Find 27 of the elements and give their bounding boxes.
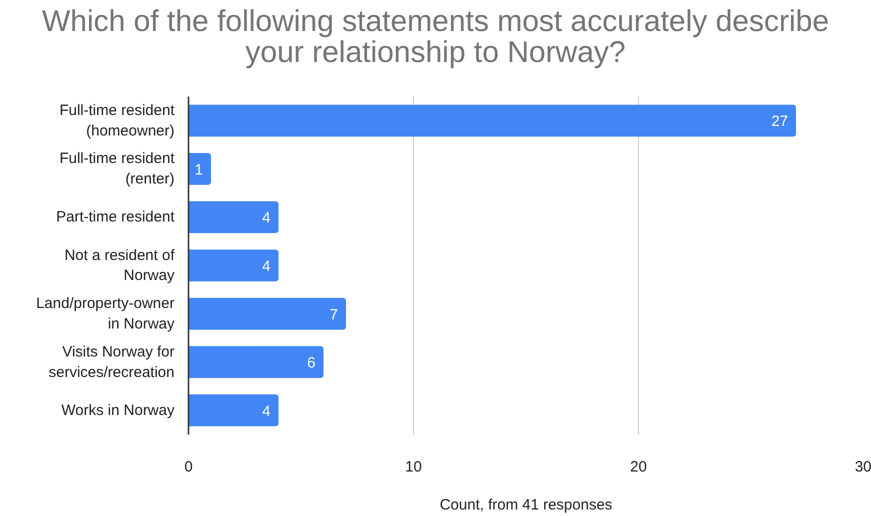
bar (188, 346, 324, 378)
y-tick-label: Full-time resident (homeowner) (59, 102, 176, 140)
y-tick-label: Part-time resident (56, 208, 176, 226)
y-tick-label: Full-time resident (renter) (59, 150, 176, 188)
x-tick-label: 0 (184, 458, 193, 476)
data-label: 4 (262, 210, 270, 227)
y-tick-label: Not a resident of Norway (64, 246, 176, 284)
bar (188, 152, 211, 185)
data-label: 27 (771, 113, 788, 130)
x-axis-title: Count, from 41 responses (440, 496, 612, 514)
x-tick-label: 20 (630, 458, 647, 476)
bar (188, 394, 278, 426)
chart-title: Which of the following statements most accurately describe your relationship to Norway? (42, 5, 830, 69)
data-label: 6 (307, 354, 316, 372)
bar (188, 250, 278, 282)
y-tick-label: Land/property-owner in Norway (36, 295, 175, 332)
y-tick-label: Works in Norway (61, 402, 175, 419)
data-label: 4 (262, 402, 270, 420)
bar (188, 104, 796, 137)
bar (188, 201, 278, 234)
data-label: 1 (194, 161, 203, 178)
data-label: 4 (262, 258, 270, 275)
data-label: 7 (330, 306, 338, 324)
bar (188, 298, 346, 330)
y-tick-label: Visits Norway for services/recreation (48, 343, 175, 381)
x-tick-label: 30 (854, 458, 871, 476)
x-tick-label: 10 (405, 458, 422, 476)
